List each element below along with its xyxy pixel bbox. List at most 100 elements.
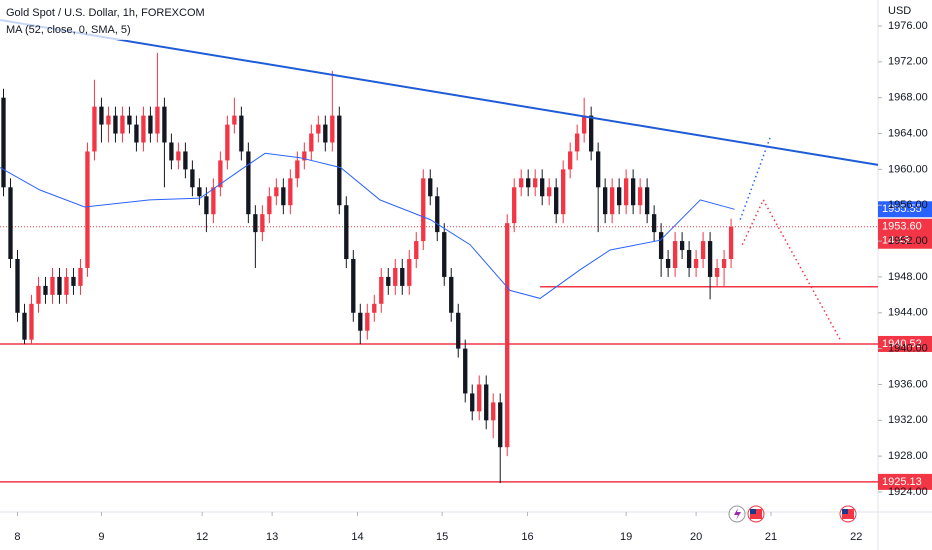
candle-body xyxy=(554,187,559,215)
candle-body xyxy=(365,312,370,331)
candle-body xyxy=(623,178,629,206)
price-badge xyxy=(878,201,932,218)
candle-body xyxy=(491,402,496,421)
candle-body xyxy=(616,187,622,206)
candle-body xyxy=(57,276,62,295)
indicator-legend: MA (52, close, 0, SMA, 5) xyxy=(6,24,131,36)
candle-body xyxy=(358,312,363,331)
y-tick-label: 1928.00 xyxy=(888,450,928,462)
x-tick-label: 21 xyxy=(765,531,777,543)
price-badge-label: 1925.13 xyxy=(882,476,922,488)
candle-body xyxy=(602,187,608,215)
legend-backdrop xyxy=(0,0,330,40)
candle-body xyxy=(281,187,286,206)
candle-body xyxy=(519,178,524,188)
candle-body xyxy=(728,226,734,260)
candle-body xyxy=(470,393,475,412)
candle-body xyxy=(372,303,377,313)
y-tick-label: 1972.00 xyxy=(888,56,928,68)
candle-body xyxy=(169,142,174,161)
candle-body xyxy=(630,178,636,206)
candle-body xyxy=(533,178,538,188)
x-tick-label: 13 xyxy=(266,531,278,543)
candle-body xyxy=(176,151,181,161)
candle-body xyxy=(8,187,13,260)
candle-body xyxy=(581,115,587,134)
candle-body xyxy=(721,259,727,268)
candle-body xyxy=(505,223,510,448)
candle-body xyxy=(484,384,489,421)
y-tick-label: 1952.00 xyxy=(888,235,928,247)
candle-body xyxy=(449,276,454,313)
candle-body xyxy=(609,187,615,215)
candle-body xyxy=(225,124,230,161)
candle-body xyxy=(211,187,216,215)
y-tick-label: 1948.00 xyxy=(888,271,928,283)
plot-area xyxy=(0,19,879,484)
candle-body xyxy=(148,115,153,134)
y-tick-label: 1956.00 xyxy=(888,199,928,211)
candle-body xyxy=(672,241,678,268)
candle-body xyxy=(393,267,398,286)
event-icon xyxy=(750,509,756,514)
candle-body xyxy=(253,214,258,233)
candle-body xyxy=(658,232,664,260)
candle-body xyxy=(588,115,594,152)
candle-body xyxy=(309,133,314,152)
trend-drawing xyxy=(739,136,772,220)
candle-body xyxy=(64,276,69,295)
x-tick-label: 15 xyxy=(436,531,448,543)
candle-body xyxy=(512,187,517,224)
candle-body xyxy=(323,124,328,143)
y-tick-label: 1968.00 xyxy=(888,92,928,104)
candle-body xyxy=(644,187,650,215)
currency-label: USD xyxy=(888,5,911,17)
candle-body xyxy=(547,187,552,197)
candle-body xyxy=(204,196,209,215)
candle-body xyxy=(15,259,20,313)
event-icons xyxy=(728,505,857,523)
candle-body xyxy=(43,285,48,295)
candle-body xyxy=(141,115,146,143)
candle-body xyxy=(50,276,55,295)
candle-body xyxy=(400,267,405,286)
candle-body xyxy=(707,241,713,277)
candle-body xyxy=(477,384,482,412)
candle-body xyxy=(595,151,601,188)
candle-body xyxy=(274,187,279,197)
event-icon xyxy=(842,509,848,514)
candle-body xyxy=(197,187,202,197)
candle-body xyxy=(99,106,104,125)
candle-body xyxy=(302,151,307,161)
candle-body xyxy=(379,276,384,304)
candle-body xyxy=(540,178,545,197)
candle-body xyxy=(316,124,321,134)
candle-body xyxy=(679,241,685,251)
candle-body xyxy=(351,259,356,313)
price-badge xyxy=(878,335,932,352)
candle-body xyxy=(162,106,167,143)
candle-body xyxy=(428,178,433,197)
candle-body xyxy=(330,115,335,143)
candle-body xyxy=(421,178,426,242)
y-tick-label: 1944.00 xyxy=(888,307,928,319)
candle-body xyxy=(456,312,461,349)
candle-body xyxy=(218,160,223,188)
candle-body xyxy=(463,348,468,394)
price-badge xyxy=(878,218,932,249)
y-tick-label: 1964.00 xyxy=(888,127,928,139)
candle-body xyxy=(232,115,237,125)
candle-body xyxy=(29,303,34,340)
candle-body xyxy=(686,250,692,268)
chart-title: Gold Spot / U.S. Dollar, 1h, FOREXCOM xyxy=(6,7,205,19)
candle-body xyxy=(344,205,349,260)
candle-body xyxy=(568,151,573,170)
candle-body xyxy=(575,133,580,152)
candle-body xyxy=(190,169,195,188)
candle-body xyxy=(561,169,566,215)
candle-body xyxy=(267,196,272,215)
y-tick-label: 1976.00 xyxy=(888,20,928,32)
candle-body xyxy=(295,160,300,179)
candle-body xyxy=(693,259,699,268)
